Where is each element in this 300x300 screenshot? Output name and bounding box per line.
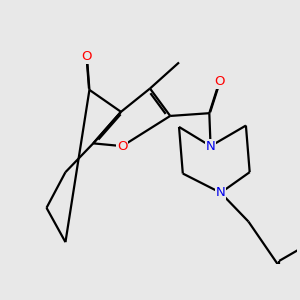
Text: N: N	[206, 140, 215, 153]
Text: O: O	[117, 140, 128, 153]
Text: O: O	[214, 75, 225, 88]
Text: O: O	[82, 50, 92, 64]
Text: N: N	[216, 186, 226, 199]
